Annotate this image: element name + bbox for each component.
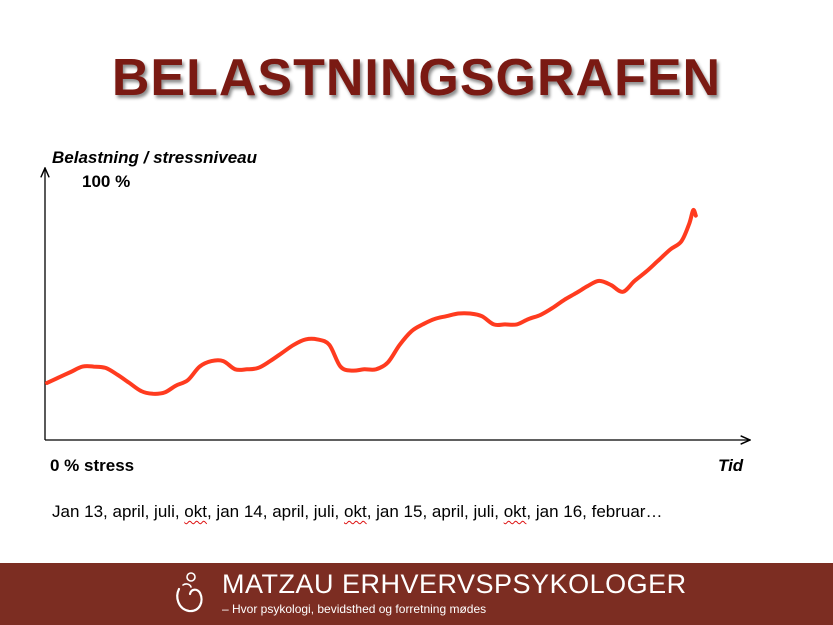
timeline-flagged-word: okt [184,502,207,521]
timeline-segment: , jan 14, april, juli, [206,502,344,521]
timeline-segment: , jan 15, april, juli, [366,502,504,521]
x-axis-title: Tid [718,456,744,475]
brand-name: MATZAU ERHVERVSPSYKOLOGER [222,569,687,599]
stress-series-line [45,207,698,396]
timeline-flagged-word: okt [503,502,527,521]
timeline-segment: Jan 13, april, juli, [52,502,185,521]
timeline-flagged-word: okt [344,502,367,521]
y-axis-top-label: 100 % [82,172,131,191]
brand-tagline: – Hvor psykologi, bevidsthed og forretni… [222,602,487,616]
footer-bar: MATZAU ERHVERVSPSYKOLOGER – Hvor psykolo… [0,563,833,625]
logo-icon [176,572,203,613]
slide-title: BELASTNINGSGRAFEN [111,49,722,107]
timeline-segment: , jan 16, februar… [526,502,663,521]
y-axis-bottom-label: 0 % stress [50,456,135,475]
timeline-text: Jan 13, april, juli, okt, jan 14, april,… [52,502,662,522]
y-axis-title: Belastning / stressniveau [52,148,258,167]
